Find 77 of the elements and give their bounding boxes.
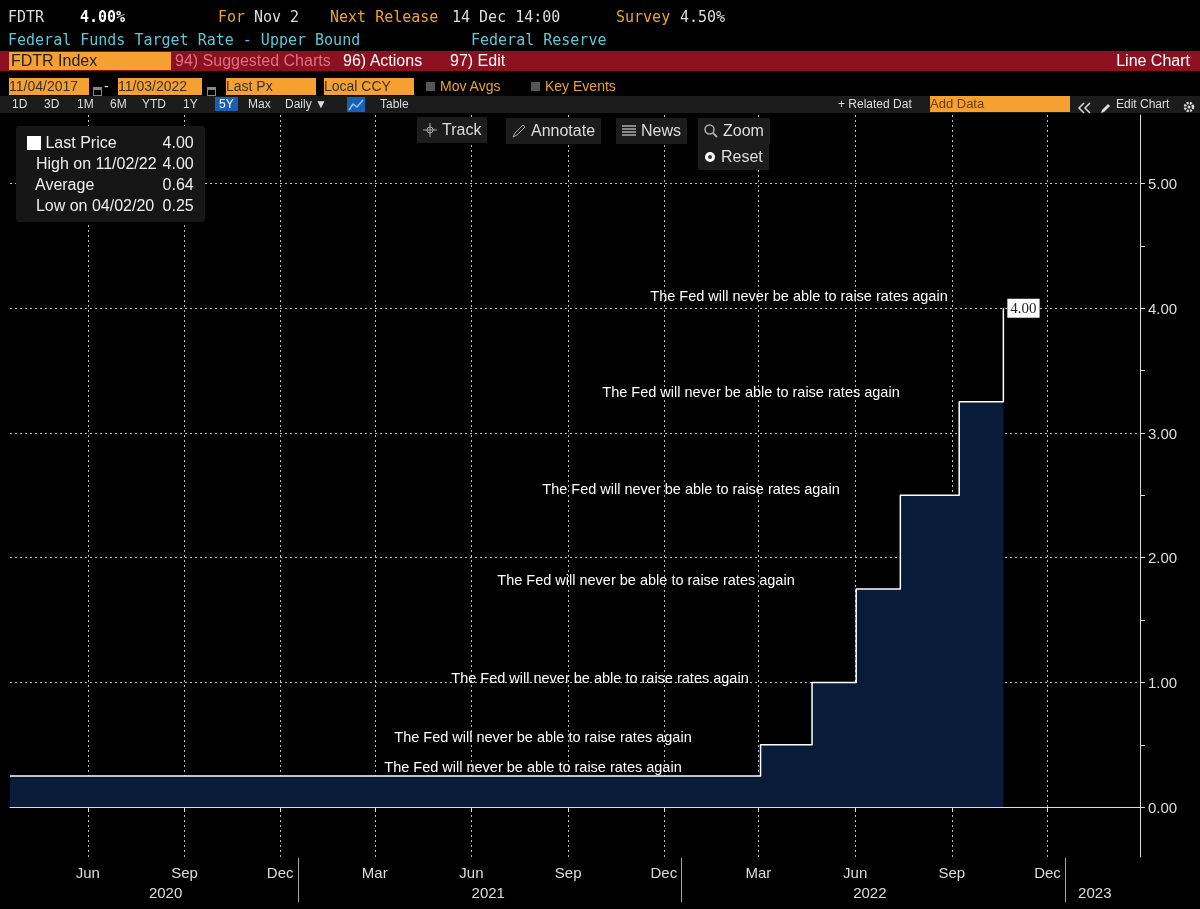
annotation: Track [442,121,482,139]
text: Survey [616,8,671,26]
text: 5Y [215,97,238,111]
x2-tick-label: 2021 [471,884,505,901]
text: FDTR Index [9,52,171,70]
text: Local CCY [324,78,414,95]
annotation: 0.25 [161,196,195,216]
text: 3D [44,97,60,111]
x-tick-label: Sep [171,864,198,881]
x-tick-label: Jun [843,864,868,881]
annotation: The Fed will never be able to raise rates again [542,481,840,497]
text: 4.00% [80,8,126,26]
text: For [218,8,246,26]
annotation: 4.00 [161,154,195,174]
text: YTD [142,97,166,111]
annotation: News [641,122,682,140]
text: 1M [77,97,94,111]
x-tick-label: Dec [1034,864,1062,881]
x-tick-label: Sep [554,864,582,881]
text: Daily ▼ [285,97,327,111]
text: 11/03/2022 [118,78,202,95]
text: Line Chart [1116,52,1190,70]
annotation: Average [34,175,96,195]
text: Federal Reserve [471,31,607,49]
annotation: Reset [721,148,763,166]
annotation: Low on 04/02/20 [34,196,156,216]
text: 1Y [183,97,198,111]
text: Last Px [226,78,316,95]
text: - [104,78,109,94]
x-tick-label: Jun [459,864,484,881]
annotation: High on 11/02/22 [34,154,158,174]
annotation: The Fed will never be able to raise rates again [384,759,682,775]
y-tick-label: 5.00 [1148,175,1178,193]
annotation: The Fed will never be able to raise rates again [602,384,900,400]
text: 94) Suggested Charts [175,52,331,70]
x-tick-label: Dec [266,864,294,881]
annotation: The Fed will never be able to raise rates again [451,670,749,686]
text: 14 Dec 14:00 [452,8,561,26]
x-tick-label: Dec [650,864,678,881]
text: Max [248,97,271,111]
y-tick-label: 1.00 [1148,673,1178,691]
text: 96) Actions [343,52,423,70]
text: 4.50% [680,8,726,26]
text: Next Release [330,8,439,26]
annotation: Zoom [723,122,764,140]
text: Add Data [930,96,1070,112]
text: + Related Dat [838,97,912,111]
annotation: The Fed will never be able to raise rates again [650,288,948,304]
legend-label: Last Price [44,133,118,153]
y-tick-label: 2.00 [1148,549,1178,567]
text: Table [380,97,409,111]
text: 6M [110,97,127,111]
text: Nov 2 [254,8,300,26]
y-tick-label: 3.00 [1148,424,1178,442]
text: Federal Funds Target Rate - Upper Bound [8,31,361,49]
x-tick-label: Mar [745,864,772,881]
text: 11/04/2017 [9,78,89,95]
y-tick-label: 0.00 [1148,798,1178,816]
text: FDTR [8,8,45,26]
text: 97) Edit [450,52,506,70]
annotation: Annotate [531,122,596,140]
x-tick-label: Sep [938,864,966,881]
text: 1D [12,97,28,111]
x-tick-label: Jun [75,864,100,881]
text: Mov Avgs [440,78,501,94]
annotation: The Fed will never be able to raise rates again [394,729,692,745]
x2-tick-label: 2020 [148,884,183,901]
annotation: The Fed will never be able to raise rates again [497,572,795,588]
x2-tick-label: 2022 [853,884,887,901]
x-tick-label: Mar [361,864,388,881]
text: Edit Chart [1116,97,1170,111]
data-label: 4.00 [1010,300,1037,317]
y-tick-label: 4.00 [1148,299,1178,317]
text: Key Events [545,78,616,94]
x2-tick-label: 2023 [1078,884,1112,901]
annotation: 0.64 [161,175,195,195]
annotation: 4.00 [161,133,195,153]
